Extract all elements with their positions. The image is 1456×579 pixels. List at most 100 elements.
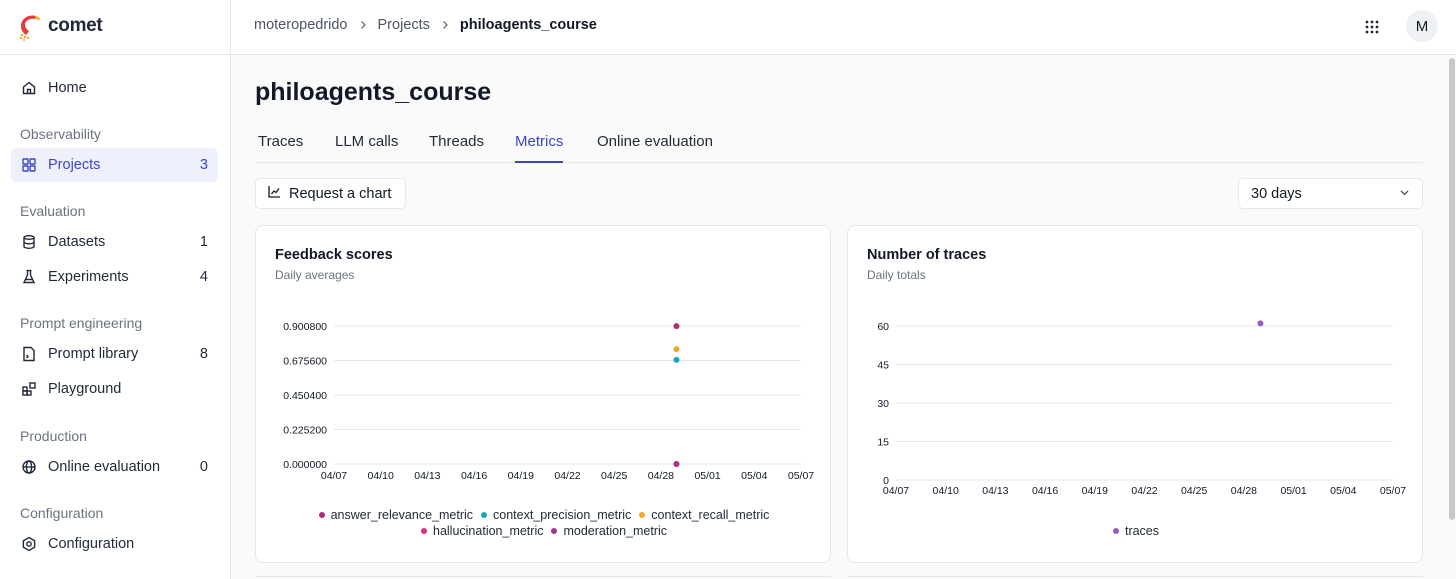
y-tick-label: 0.450400	[283, 390, 327, 402]
scrollbar[interactable]	[1449, 58, 1455, 520]
comet-logo[interactable]: comet	[16, 8, 103, 44]
chart-title: Feedback scores	[275, 247, 393, 263]
legend-label: answer_relevance_metric	[330, 508, 474, 522]
tab-online-evaluation[interactable]: Online evaluation	[597, 133, 713, 150]
flask-icon	[21, 269, 37, 285]
sidebar-divider	[0, 54, 231, 55]
x-tick-label: 04/13	[414, 470, 440, 482]
section-configuration: Configuration	[20, 505, 104, 521]
chevron-right-icon	[440, 18, 450, 33]
legend-dot	[639, 512, 646, 518]
sidebar-item-count: 0	[199, 459, 208, 475]
feedback-scores-card: Feedback scores Daily averages 0.000000 0…	[255, 225, 831, 563]
request-chart-label: Request a chart	[289, 185, 392, 202]
tab-llm-calls[interactable]: LLM calls	[335, 133, 399, 150]
settings-icon	[21, 536, 37, 552]
legend-item-moderation_metric[interactable]: moderation_metric	[551, 524, 667, 538]
y-tick-label: 0.900800	[283, 321, 327, 333]
data-point-context_recall_metric	[673, 346, 680, 353]
y-tick-label: 0.675600	[283, 356, 327, 368]
tab-metrics[interactable]: Metrics	[515, 133, 564, 163]
x-tick-label: 04/28	[648, 470, 674, 482]
date-range-select[interactable]: 30 days	[1238, 178, 1423, 209]
legend-item-hallucination_metric[interactable]: hallucination_metric	[421, 524, 543, 538]
x-tick-label: 04/16	[461, 470, 487, 482]
legend-label: context_recall_metric	[651, 508, 770, 522]
sidebar-item-datasets[interactable]: Datasets 1	[11, 225, 218, 259]
sidebar-item-home[interactable]: Home	[11, 71, 218, 105]
logo-text: comet	[48, 15, 103, 36]
sidebar-item-count: 4	[199, 269, 208, 285]
y-tick-label: 30	[877, 398, 889, 410]
number-of-traces-chart: 0 15 30 45 60 04/07 04/10 04/13 04/16 04/19 04/22 0…	[877, 320, 1406, 497]
y-tick-label: 0	[883, 475, 889, 487]
sidebar-item-label: Configuration	[48, 536, 135, 552]
x-tick-label: 04/22	[1131, 485, 1157, 497]
breadcrumb-workspace[interactable]: moteropedrido	[254, 17, 348, 33]
sidebar-item-online-evaluation[interactable]: Online evaluation 0	[11, 450, 218, 484]
chart-title: Number of traces	[867, 247, 987, 263]
data-point-answer_relevance_metric	[673, 323, 680, 330]
y-tick-label: 0.225200	[283, 425, 327, 437]
x-tick-label: 05/07	[1380, 485, 1406, 497]
sidebar-item-count: 3	[199, 157, 208, 173]
tab-bar: Traces LLM calls Threads Metrics Online …	[255, 127, 1423, 163]
home-icon	[21, 80, 37, 96]
data-point-context_precision_metric	[673, 356, 680, 363]
legend-item-context_precision_metric[interactable]: context_precision_metric	[481, 508, 631, 522]
request-chart-button[interactable]: Request a chart	[255, 178, 406, 209]
sidebar-item-count: 1	[199, 234, 208, 250]
x-tick-label: 04/19	[1082, 485, 1108, 497]
main-content: philoagents_course Traces LLM calls Thre…	[231, 55, 1456, 579]
file-icon	[21, 346, 37, 362]
legend-dot	[318, 512, 325, 518]
legend-dot	[481, 512, 488, 518]
legend-item-answer_relevance_metric[interactable]: answer_relevance_metric	[318, 508, 474, 522]
x-tick-label: 05/01	[694, 470, 720, 482]
next-card-edge	[847, 576, 1423, 579]
legend-label: moderation_metric	[563, 524, 667, 538]
section-observability: Observability	[20, 126, 101, 142]
feedback-scores-chart: 0.000000 0.225200 0.450400 0.675600 0.900800…	[283, 321, 814, 482]
breadcrumb: moteropedrido Projects philoagents_cours…	[254, 17, 597, 33]
chart-subtitle: Daily totals	[867, 268, 926, 282]
legend-row: answer_relevance_metric context_precision…	[256, 508, 832, 522]
blocks-icon	[21, 381, 37, 397]
chevron-right-icon	[358, 18, 368, 33]
legend-dot	[421, 528, 427, 534]
grid-icon	[21, 157, 37, 173]
legend-item-context_recall_metric[interactable]: context_recall_metric	[639, 508, 769, 522]
legend-dot	[1112, 528, 1119, 534]
page-title: philoagents_course	[255, 78, 492, 106]
y-tick-label: 45	[877, 360, 889, 372]
apps-grid-icon[interactable]	[1361, 16, 1383, 38]
top-bar: moteropedrido Projects philoagents_cours…	[231, 0, 1456, 55]
x-tick-label: 04/07	[321, 470, 347, 482]
sidebar-item-label: Projects	[48, 157, 101, 173]
tab-traces[interactable]: Traces	[258, 133, 304, 150]
x-tick-label: 04/28	[1231, 485, 1257, 497]
sidebar-item-label: Online evaluation	[48, 459, 161, 475]
chart-subtitle: Daily averages	[275, 268, 355, 282]
legend-row: hallucination_metric moderation_metric	[256, 524, 832, 538]
breadcrumb-current: philoagents_course	[459, 17, 597, 33]
legend-item-traces[interactable]: traces	[1112, 524, 1159, 538]
x-tick-label: 04/19	[508, 470, 534, 482]
legend-label: hallucination_metric	[433, 524, 544, 538]
section-prompt-engineering: Prompt engineering	[20, 315, 143, 331]
sidebar-item-label: Home	[48, 80, 87, 96]
breadcrumb-projects[interactable]: Projects	[377, 17, 430, 33]
tab-threads[interactable]: Threads	[429, 133, 485, 150]
x-tick-label: 04/16	[1032, 485, 1058, 497]
x-tick-label: 04/10	[368, 470, 394, 482]
sidebar-item-count: 8	[199, 346, 208, 362]
sidebar-item-configuration[interactable]: Configuration	[11, 527, 218, 561]
sidebar-item-experiments[interactable]: Experiments 4	[11, 260, 218, 294]
sidebar-item-prompt-library[interactable]: Prompt library 8	[11, 337, 218, 371]
database-icon	[21, 234, 37, 250]
sidebar-item-playground[interactable]: Playground	[11, 372, 218, 406]
sidebar-item-projects[interactable]: Projects 3	[11, 148, 218, 182]
avatar[interactable]: M	[1406, 10, 1438, 42]
section-production: Production	[20, 428, 87, 444]
y-tick-label: 0.000000	[283, 459, 327, 471]
